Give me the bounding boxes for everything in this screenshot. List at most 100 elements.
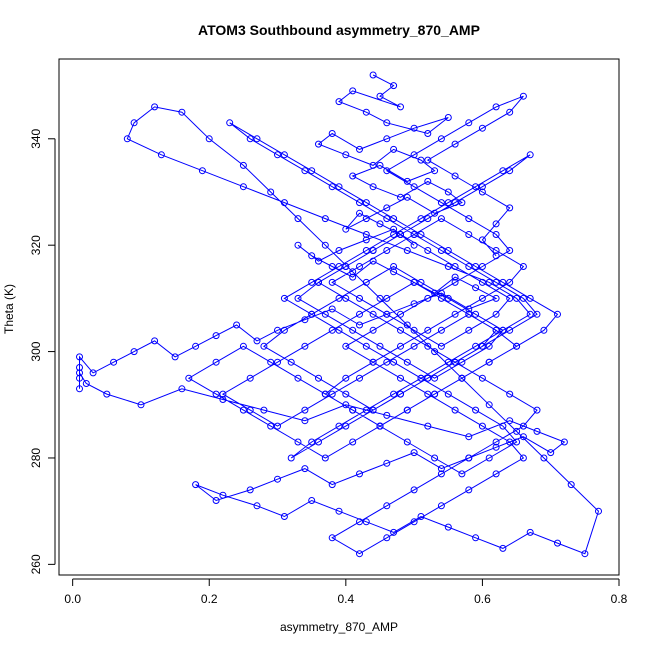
- data-point: [362, 199, 370, 207]
- data-point: [342, 294, 350, 302]
- data-point: [383, 215, 391, 223]
- data-point: [492, 220, 500, 228]
- data-point: [369, 326, 377, 334]
- data-point: [212, 358, 220, 366]
- data-point: [315, 438, 322, 446]
- data-point: [294, 374, 302, 382]
- data-point: [540, 454, 548, 462]
- data-point: [383, 502, 391, 510]
- data-point: [478, 263, 486, 270]
- data-point: [356, 310, 363, 318]
- data-point: [431, 289, 439, 297]
- data-point: [280, 513, 288, 520]
- data-point: [444, 390, 452, 398]
- data-point: [424, 247, 432, 254]
- data-point: [410, 300, 418, 308]
- data-point: [519, 92, 527, 100]
- data-point: [465, 231, 473, 238]
- data-point: [492, 294, 500, 302]
- data-point: [212, 497, 220, 504]
- data-point: [246, 486, 254, 494]
- data-point: [246, 135, 254, 143]
- data-point: [342, 225, 350, 233]
- data-point: [376, 161, 384, 169]
- data-point: [444, 294, 452, 302]
- data-point: [137, 401, 145, 409]
- data-point: [437, 247, 445, 254]
- data-point: [274, 151, 281, 159]
- data-point: [280, 151, 288, 159]
- data-point: [465, 454, 473, 462]
- data-point: [540, 326, 548, 334]
- data-point: [76, 364, 83, 371]
- data-point: [410, 342, 418, 350]
- data-point: [390, 225, 398, 233]
- data-point: [424, 294, 432, 302]
- data-point: [342, 401, 350, 409]
- data-point: [424, 342, 432, 350]
- data-point: [403, 193, 411, 201]
- data-point: [437, 294, 445, 302]
- data-point: [390, 82, 398, 90]
- data-point: [376, 342, 384, 350]
- data-point: [424, 177, 432, 185]
- data-point: [328, 390, 336, 398]
- data-point: [451, 310, 459, 318]
- data-point: [397, 326, 404, 334]
- data-point: [349, 273, 357, 281]
- data-point: [253, 337, 261, 345]
- data-point: [335, 263, 343, 270]
- data-point: [198, 167, 206, 175]
- data-point: [342, 342, 350, 350]
- data-point: [321, 215, 329, 223]
- data-point: [472, 342, 480, 350]
- data-point: [437, 326, 445, 334]
- data-point: [492, 103, 500, 111]
- data-point: [533, 427, 541, 435]
- data-point: [301, 167, 309, 175]
- data-point: [499, 167, 507, 175]
- data-point: [424, 156, 432, 164]
- data-point: [478, 342, 486, 350]
- data-point: [103, 390, 111, 398]
- data-point: [451, 278, 459, 286]
- data-point: [356, 470, 363, 478]
- data-point: [431, 454, 439, 462]
- data-point: [465, 215, 473, 223]
- data-point: [315, 278, 322, 286]
- data-point: [335, 294, 343, 302]
- data-point: [485, 278, 493, 286]
- data-point: [424, 326, 432, 334]
- data-point: [547, 449, 555, 457]
- data-point: [328, 534, 336, 542]
- data-point: [335, 507, 343, 515]
- data-point: [349, 438, 357, 446]
- data-point: [492, 252, 500, 260]
- data-point: [506, 278, 514, 286]
- data-point: [356, 550, 363, 558]
- data-point: [253, 135, 261, 143]
- data-point: [451, 172, 459, 180]
- data-point: [342, 151, 350, 159]
- x-tick-label: 0.6: [474, 592, 491, 606]
- data-point: [499, 326, 507, 334]
- data-point: [437, 465, 445, 473]
- data-point: [260, 342, 268, 350]
- data-point: [403, 406, 411, 414]
- data-point: [424, 215, 432, 223]
- data-point: [335, 183, 343, 191]
- data-point: [178, 108, 186, 116]
- data-point: [513, 294, 521, 302]
- data-point: [526, 310, 534, 318]
- data-point: [376, 422, 384, 430]
- data-point: [431, 390, 439, 398]
- data-point: [185, 374, 193, 382]
- data-point: [287, 358, 295, 366]
- data-point: [342, 263, 350, 270]
- data-point: [397, 231, 404, 238]
- data-point: [130, 348, 138, 356]
- data-point: [437, 199, 445, 207]
- data-point: [239, 406, 247, 414]
- x-tick-label: 0.2: [201, 592, 218, 606]
